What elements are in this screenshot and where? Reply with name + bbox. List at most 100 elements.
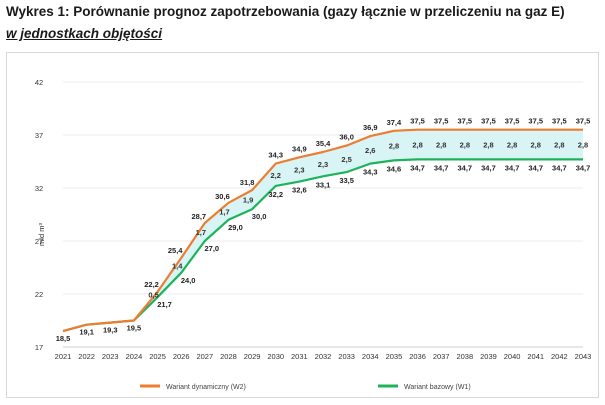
- w2-data-label: 37,5: [505, 117, 520, 126]
- difference-label: 2,8: [412, 141, 422, 150]
- w1-data-label: 29,0: [228, 223, 243, 232]
- difference-label: 2,8: [531, 141, 541, 150]
- difference-label: 2,8: [460, 141, 470, 150]
- w1-data-label: 33,5: [339, 176, 354, 185]
- x-tick-label: 2029: [244, 352, 261, 361]
- x-tick-label: 2037: [433, 352, 450, 361]
- difference-label: 2,6: [365, 146, 375, 155]
- difference-label: 1,7: [196, 228, 206, 237]
- w1-data-label: 34,7: [552, 163, 567, 172]
- w2-data-label: 34,9: [292, 144, 307, 153]
- series-line-w1: [62, 158, 583, 333]
- w2-data-label: 31,8: [240, 178, 255, 187]
- x-tick-label: 2043: [575, 352, 592, 361]
- legend-label: Wariant bazowy (W1): [404, 384, 471, 391]
- y-tick-label: 37: [35, 131, 43, 140]
- w1-data-label: 34,7: [410, 163, 425, 172]
- w1-data-label: 30,0: [252, 212, 267, 221]
- difference-label: 2,8: [578, 141, 588, 150]
- w2-data-label: 37,4: [387, 118, 402, 127]
- w1-data-label: 34,7: [434, 163, 449, 172]
- w2-data-label: 36,0: [339, 133, 354, 142]
- x-tick-label: 2028: [220, 352, 237, 361]
- y-tick-label: 17: [35, 343, 43, 352]
- w2-data-label: 37,5: [458, 117, 473, 126]
- difference-label: 2,8: [483, 141, 493, 150]
- y-axis-label: mld m³: [37, 223, 46, 246]
- data-labels: 22,2 25,4 28,7 30,6 31,8 34,3 34,9 35,4 36,0 36,9…: [56, 117, 591, 343]
- difference-label: 2,2: [271, 171, 281, 180]
- w1-data-label: 21,7: [157, 300, 172, 309]
- w2-data-label: 22,2: [144, 280, 159, 289]
- x-tick-label: 2021: [55, 352, 72, 361]
- w2-data-label: 37,5: [481, 117, 496, 126]
- w1-data-label: 32,2: [268, 190, 283, 199]
- x-tick-label: 2032: [315, 352, 332, 361]
- w1-data-label: 24,0: [181, 276, 196, 285]
- y-tick-label: 32: [35, 184, 43, 193]
- w2-data-label: 35,4: [316, 139, 331, 148]
- w1-data-label: 34,7: [481, 163, 496, 172]
- x-tick-label: 2022: [78, 352, 95, 361]
- difference-label: 2,5: [341, 155, 351, 164]
- x-tick-label: 2026: [173, 352, 190, 361]
- x-tick-label: 2039: [480, 352, 497, 361]
- x-tick-label: 2027: [196, 352, 213, 361]
- w1-data-label: 34,7: [458, 163, 473, 172]
- difference-label: 2,8: [507, 141, 517, 150]
- y-tick-label: 42: [35, 78, 43, 87]
- chart-frame: [6, 52, 599, 398]
- difference-band: [63, 129, 583, 332]
- w2-data-label: 37,5: [434, 117, 449, 126]
- x-tick-label: 2031: [291, 352, 308, 361]
- w1-data-label: 19,3: [103, 326, 118, 335]
- legend-label: Wariant dynamiczny (W2): [166, 384, 246, 391]
- x-tick-label: 2042: [551, 352, 568, 361]
- w1-data-label: 34,3: [363, 168, 378, 177]
- chart-subheading: w jednostkach objętości: [6, 26, 163, 41]
- w1-data-label: 19,1: [79, 328, 94, 337]
- w2-data-label: 37,5: [552, 117, 567, 126]
- x-tick-label: 2023: [102, 352, 119, 361]
- x-tick-label: 2033: [338, 352, 355, 361]
- difference-label: 2,3: [318, 160, 328, 169]
- difference-label: 1,9: [243, 196, 253, 205]
- x-tick-label: 2034: [362, 352, 379, 361]
- gridlines: [63, 81, 583, 348]
- legend: Wariant dynamiczny (W2) Wariant bazowy (W…: [140, 384, 471, 391]
- x-tick-label: 2036: [409, 352, 426, 361]
- w1-data-label: 27,0: [205, 244, 220, 253]
- w2-data-label: 37,5: [528, 117, 543, 126]
- w1-data-label: 18,5: [56, 334, 71, 343]
- x-tick-label: 2035: [386, 352, 403, 361]
- difference-label: 2,8: [389, 142, 399, 151]
- series-line-w2: [62, 128, 583, 333]
- y-axis: 17 22 27 32 37 42: [35, 78, 43, 352]
- y-tick-label: 22: [35, 290, 43, 299]
- w1-data-label: 34,7: [505, 163, 520, 172]
- x-tick-label: 2041: [527, 352, 544, 361]
- w1-data-label: 33,1: [316, 180, 331, 189]
- chart-heading: Wykres 1: Porównanie prognoz zapotrzebow…: [6, 4, 565, 19]
- w2-data-label: 25,4: [168, 246, 183, 255]
- x-axis: 2021 2022 2023 2024 2025 2026 2027 2028 2029 2030…: [55, 352, 592, 361]
- w1-data-label: 34,6: [387, 164, 402, 173]
- w1-data-label: 34,7: [576, 163, 591, 172]
- w1-data-label: 19,5: [127, 324, 142, 333]
- difference-label: 0,5: [148, 291, 158, 300]
- w2-data-label: 30,6: [215, 192, 230, 201]
- series-lines: [62, 128, 583, 333]
- y-tick-label: 27: [35, 237, 43, 246]
- w1-data-label: 32,6: [292, 186, 307, 195]
- w2-data-label: 37,5: [410, 117, 425, 126]
- x-tick-label: 2024: [126, 352, 143, 361]
- difference-label: 2,3: [294, 165, 304, 174]
- difference-label: 2,8: [554, 141, 564, 150]
- x-tick-label: 2038: [456, 352, 473, 361]
- difference-label: 1,4: [172, 261, 183, 270]
- w2-data-label: 34,3: [268, 151, 283, 160]
- w2-data-label: 36,9: [363, 123, 378, 132]
- x-tick-label: 2025: [149, 352, 166, 361]
- x-tick-label: 2040: [504, 352, 521, 361]
